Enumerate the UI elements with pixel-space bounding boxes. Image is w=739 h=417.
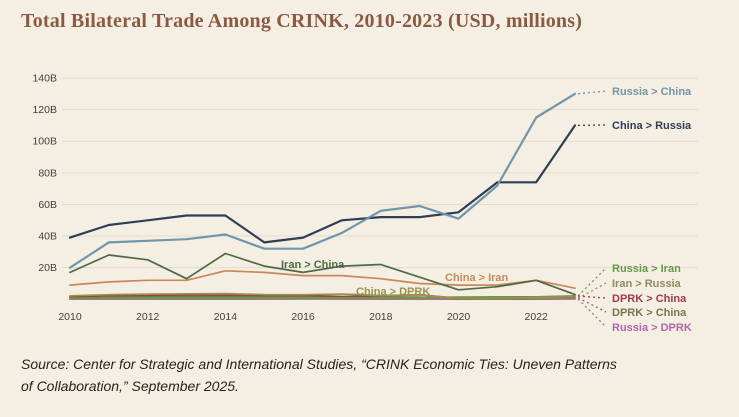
leader-line-russia-dprk-9 [577, 298, 607, 328]
series-label-russia-dprk-9: Russia > DPRK [612, 322, 692, 334]
leader-line-russia-china-0 [577, 90, 607, 95]
series-line-russia-china-0 [68, 92, 577, 269]
series-line-china-dprk-4 [69, 292, 576, 300]
source-line-2: of Collaboration,” September 2025. [21, 378, 239, 395]
series-line-iran-china-2 [69, 252, 576, 296]
series-line-dprk-china-7 [69, 293, 576, 300]
inline-series-label-china-iran-3: China > Iran [445, 272, 509, 284]
series-line-russia-iran-5 [69, 294, 576, 300]
x-axis-label: 2010 [58, 311, 82, 323]
gridlines [62, 77, 698, 269]
y-axis-label: 120B [32, 104, 57, 116]
y-axis-label: 40B [38, 231, 57, 243]
x-axis-label: 2016 [291, 311, 315, 323]
series-label-russia-iran-5: Russia > Iran [612, 263, 681, 275]
x-axis-label: 2014 [214, 311, 238, 323]
x-axis-label: 2020 [447, 311, 471, 323]
series-label-china-russia-1: China > Russia [612, 120, 692, 132]
y-axis-label: 60B [38, 199, 57, 211]
series-label-dprk-china-8: DPRK > China [612, 307, 687, 319]
series-lines [68, 92, 577, 300]
series-label-iran-russia-6: Iran > Russia [612, 278, 682, 290]
leader-line-iran-russia-6 [577, 282, 607, 300]
y-axis-label: 140B [32, 72, 57, 84]
x-axis-label: 2012 [136, 311, 160, 323]
chart-title: Total Bilateral Trade Among CRINK, 2010-… [21, 10, 583, 32]
x-axis-label: 2018 [369, 311, 393, 323]
x-axis-label: 2022 [525, 311, 549, 323]
y-axis-label: 80B [38, 167, 57, 179]
series-line-china-russia-1 [68, 124, 577, 244]
y-axis-label: 100B [32, 136, 57, 148]
leader-line-russia-iran-5 [577, 267, 607, 297]
series-labels: Russia > China China > Russia Iran > China… [281, 86, 692, 334]
series-line-china-iran-3 [69, 269, 576, 290]
inline-series-label-china-dprk-4: China > DPRK [356, 286, 430, 298]
y-axis-label: 20B [38, 262, 57, 274]
inline-series-label-iran-china-2: Iran > China [281, 259, 345, 271]
leader-line-dprk-china-7 [578, 295, 607, 299]
series-line-dprk-china-8 [69, 295, 576, 300]
leader-line-dprk-china-8 [577, 297, 607, 313]
series-line-iran-russia-6 [69, 297, 576, 300]
axis-labels: 20B 40B 60B 80B 100B 120B 140B 2010 2012 2014 2016… [32, 72, 548, 323]
source-note: Source: Center for Strategic and Interna… [21, 353, 711, 397]
series-label-dprk-china-7: DPRK > China [612, 293, 687, 305]
source-line-1: Source: Center for Strategic and Interna… [21, 356, 617, 372]
series-label-russia-china-0: Russia > China [612, 86, 692, 98]
